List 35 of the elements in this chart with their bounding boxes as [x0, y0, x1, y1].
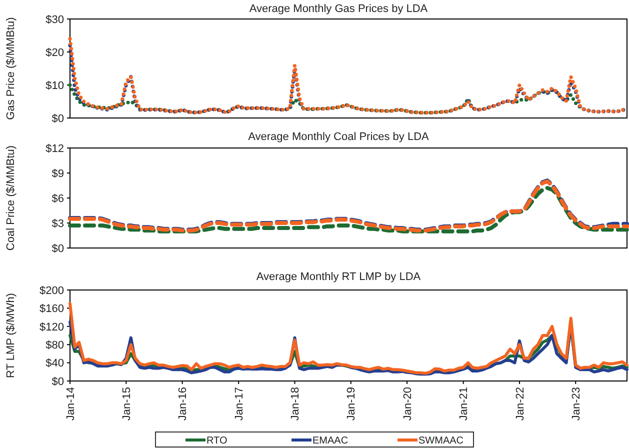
y-tick-label: $9: [52, 168, 64, 180]
y-tick-label: $0: [52, 376, 64, 388]
x-tick-label: Jan-20: [402, 387, 414, 421]
y-tick-label: $6: [52, 192, 64, 205]
y-tick-label: $160: [40, 303, 64, 316]
y-tick-label: $20: [46, 46, 64, 59]
y-axis-title: Coal Price ($/MMBtu): [5, 145, 17, 251]
chart-title: Average Monthly Coal Prices by LDA: [248, 131, 430, 143]
y-tick-label: $0: [52, 242, 64, 255]
chart-title: Average Monthly RT LMP by LDA: [256, 271, 422, 283]
y-tick-label: $12: [46, 142, 64, 155]
line-series: [68, 302, 628, 375]
chart-title: Average Monthly Gas Prices by LDA: [249, 3, 428, 15]
y-tick-label: $0: [52, 112, 64, 125]
y-tick-label: $30: [46, 14, 64, 26]
x-tick-label: Jan-15: [120, 387, 133, 421]
x-tick-label: Jan-23: [570, 387, 582, 421]
legend-label: EMAAC: [312, 436, 348, 446]
y-tick-label: $120: [40, 321, 64, 334]
y-tick-label: $80: [46, 339, 64, 352]
x-tick-label: Jan-21: [458, 387, 470, 421]
y-tick-label: $10: [46, 80, 64, 92]
y-tick-label: $3: [52, 218, 64, 230]
y-tick-label: $200: [40, 284, 64, 297]
x-tick-label: Jan-18: [290, 387, 302, 421]
x-tick-label: Jan-14: [64, 387, 77, 421]
y-tick-label: $40: [46, 358, 64, 370]
x-tick-label: Jan-17: [233, 387, 246, 421]
x-tick-label: Jan-22: [514, 387, 526, 421]
legend-label: SWMAAC: [418, 436, 464, 446]
legend-label: RTO: [206, 436, 228, 446]
y-axis-title: Gas Price ($/MMBtu): [5, 17, 17, 120]
y-axis-title: RT LMP ($/MWh): [5, 293, 17, 378]
x-tick-label: Jan-19: [346, 387, 358, 421]
x-tick-label: Jan-16: [177, 387, 190, 421]
